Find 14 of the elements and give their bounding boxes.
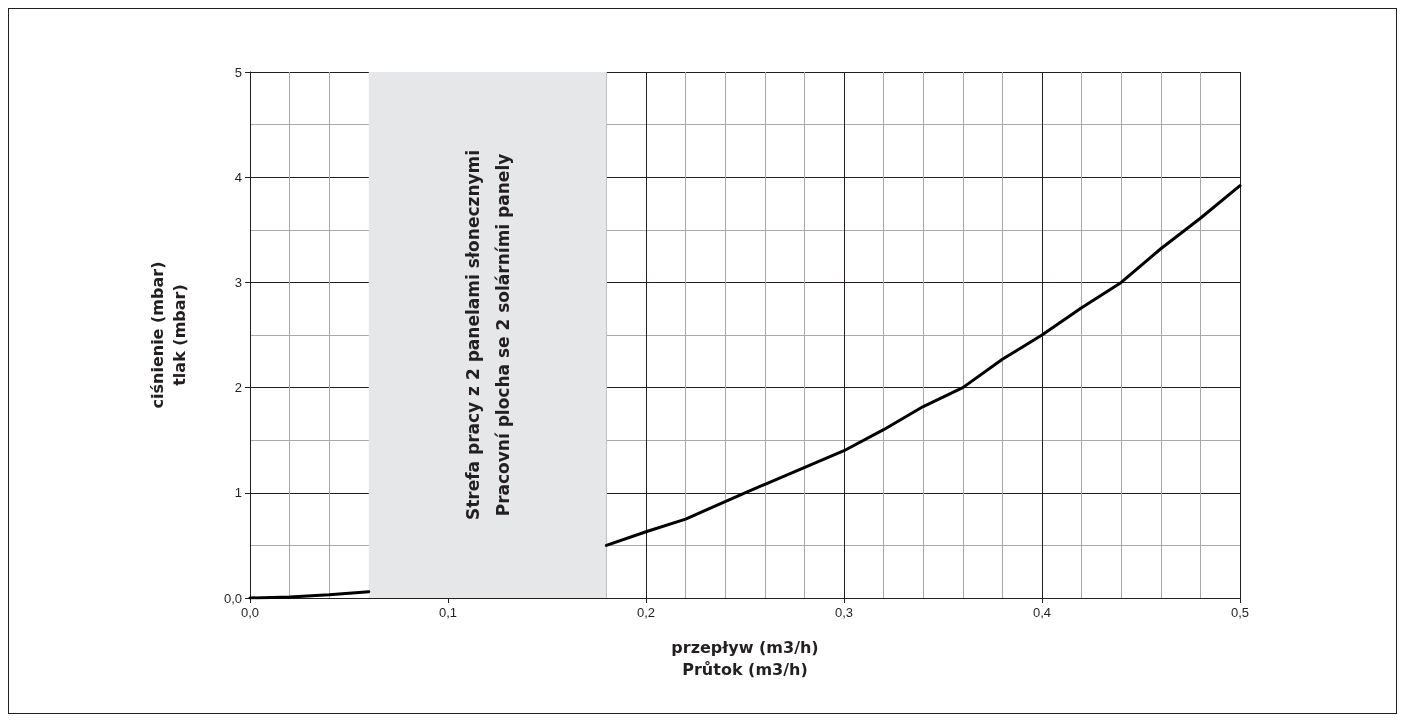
x-tick-label: 0,5 — [1230, 605, 1250, 620]
x-tick-label: 0,1 — [438, 605, 458, 620]
y-tick-label: 4 — [234, 169, 242, 185]
y-tick-label: 3 — [234, 274, 242, 290]
y-tick-label: 5 — [234, 64, 242, 80]
band-label: Strefa pracy z 2 panelami słonecznymi Pracovní plocha se 2 solárními panely — [462, 149, 513, 521]
y-tick-label: 0,0 — [223, 590, 242, 606]
x-tick-label: 0,2 — [636, 605, 656, 620]
y-tick-label: 1 — [234, 485, 242, 501]
y-axis-title: ciśnienie (mbar) tlak (mbar) — [147, 261, 189, 409]
x-tick-label: 0,4 — [1032, 605, 1052, 620]
y-tick-label: 2 — [234, 380, 242, 396]
x-tick-label: 0,3 — [834, 605, 854, 620]
x-axis-title: przepływ (m3/h) Průtok (m3/h) — [671, 637, 819, 679]
